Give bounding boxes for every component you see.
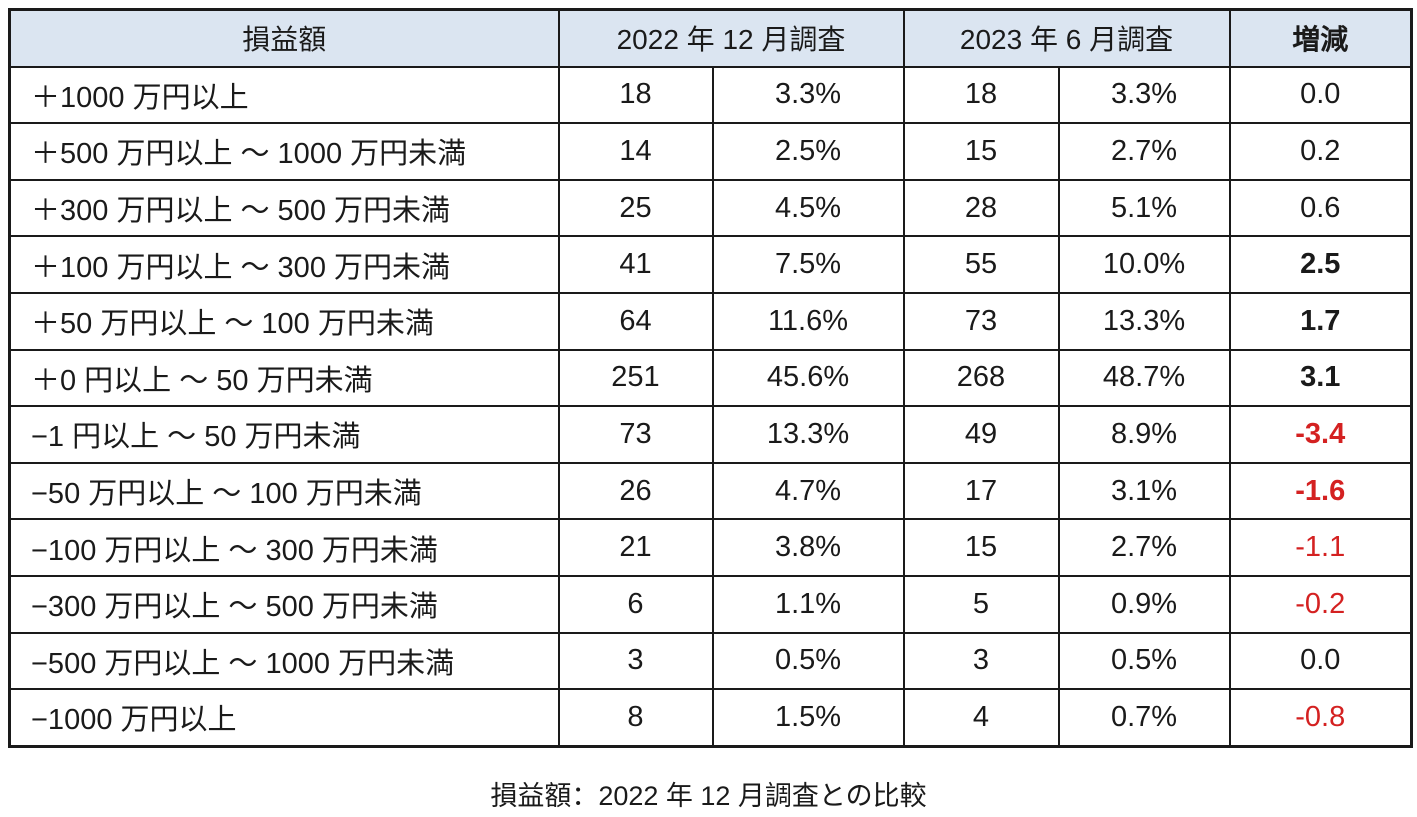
count-2023-cell: 55 <box>902 235 1060 294</box>
header-survey-2022: 2022 年 12 月調査 <box>557 8 905 68</box>
count-2022-cell: 18 <box>557 65 714 125</box>
table-row: −50 万円以上 ～ 100 万円未満 26 4.7% 17 3.1% -1.6 <box>8 461 1413 521</box>
row-label: ＋50 万円以上 ～ 100 万円未満 <box>8 291 560 351</box>
count-2023-cell: 4 <box>902 688 1060 748</box>
count-2023-cell: 49 <box>902 405 1060 464</box>
table-body: ＋1000 万円以上 18 3.3% 18 3.3% 0.0 ＋500 万円以上… <box>8 65 1413 748</box>
header-survey-2023: 2023 年 6 月調査 <box>902 8 1231 68</box>
percent-2023-cell: 48.7% <box>1057 348 1231 408</box>
table-row: ＋100 万円以上 ～ 300 万円未満 41 7.5% 55 10.0% 2.… <box>8 235 1413 294</box>
percent-2023-cell: 3.1% <box>1057 461 1231 521</box>
change-value-cell: -3.4 <box>1228 405 1413 464</box>
count-2022-cell: 41 <box>557 235 714 294</box>
percent-2023-cell: 0.9% <box>1057 574 1231 634</box>
count-2023-cell: 15 <box>902 518 1060 577</box>
percent-2022-cell: 0.5% <box>711 631 905 691</box>
header-change: 増減 <box>1228 8 1413 68</box>
count-2023-cell: 28 <box>902 178 1060 238</box>
percent-2022-cell: 7.5% <box>711 235 905 294</box>
change-value-cell: 0.6 <box>1228 178 1413 238</box>
percent-2022-cell: 4.5% <box>711 178 905 238</box>
percent-2023-cell: 2.7% <box>1057 122 1231 181</box>
percent-2023-cell: 5.1% <box>1057 178 1231 238</box>
row-label: ＋1000 万円以上 <box>8 65 560 125</box>
percent-2023-cell: 3.3% <box>1057 65 1231 125</box>
table-row: −100 万円以上 ～ 300 万円未満 21 3.8% 15 2.7% -1.… <box>8 518 1413 577</box>
percent-2023-cell: 2.7% <box>1057 518 1231 577</box>
table-row: ＋300 万円以上 ～ 500 万円未満 25 4.5% 28 5.1% 0.6 <box>8 178 1413 238</box>
header-row: 損益額 2022 年 12 月調査 2023 年 6 月調査 増減 <box>8 8 1413 68</box>
count-2022-cell: 14 <box>557 122 714 181</box>
count-2023-cell: 5 <box>902 574 1060 634</box>
percent-2023-cell: 8.9% <box>1057 405 1231 464</box>
percent-2022-cell: 13.3% <box>711 405 905 464</box>
count-2022-cell: 3 <box>557 631 714 691</box>
table-row: −1000 万円以上 8 1.5% 4 0.7% -0.8 <box>8 688 1413 748</box>
change-value-cell: -1.1 <box>1228 518 1413 577</box>
percent-2023-cell: 0.7% <box>1057 688 1231 748</box>
count-2023-cell: 268 <box>902 348 1060 408</box>
percent-2022-cell: 3.8% <box>711 518 905 577</box>
percent-2022-cell: 45.6% <box>711 348 905 408</box>
count-2022-cell: 25 <box>557 178 714 238</box>
table-row: −1 円以上 ～ 50 万円未満 73 13.3% 49 8.9% -3.4 <box>8 405 1413 464</box>
table-row: ＋1000 万円以上 18 3.3% 18 3.3% 0.0 <box>8 65 1413 125</box>
change-value-cell: -1.6 <box>1228 461 1413 521</box>
row-label: −300 万円以上 ～ 500 万円未満 <box>8 574 560 634</box>
row-label: ＋0 円以上 ～ 50 万円未満 <box>8 348 560 408</box>
table-row: ＋0 円以上 ～ 50 万円未満 251 45.6% 268 48.7% 3.1 <box>8 348 1413 408</box>
profit-loss-comparison-table: 損益額 2022 年 12 月調査 2023 年 6 月調査 増減 ＋1000 … <box>8 8 1414 748</box>
change-value-cell: 1.7 <box>1228 291 1413 351</box>
change-value-cell: 0.2 <box>1228 122 1413 181</box>
percent-2023-cell: 10.0% <box>1057 235 1231 294</box>
row-label: −500 万円以上 ～ 1000 万円未満 <box>8 631 560 691</box>
percent-2022-cell: 4.7% <box>711 461 905 521</box>
change-value-cell: 3.1 <box>1228 348 1413 408</box>
percent-2023-cell: 0.5% <box>1057 631 1231 691</box>
count-2022-cell: 73 <box>557 405 714 464</box>
table-row: −300 万円以上 ～ 500 万円未満 6 1.1% 5 0.9% -0.2 <box>8 574 1413 634</box>
percent-2022-cell: 1.1% <box>711 574 905 634</box>
table-caption: 損益額：2022 年 12 月調査との比較 <box>490 781 927 811</box>
row-label: −100 万円以上 ～ 300 万円未満 <box>8 518 560 577</box>
row-label: −1000 万円以上 <box>8 688 560 748</box>
count-2022-cell: 8 <box>557 688 714 748</box>
count-2022-cell: 26 <box>557 461 714 521</box>
count-2023-cell: 17 <box>902 461 1060 521</box>
table-row: ＋500 万円以上 ～ 1000 万円未満 14 2.5% 15 2.7% 0.… <box>8 122 1413 181</box>
count-2023-cell: 15 <box>902 122 1060 181</box>
row-label: −50 万円以上 ～ 100 万円未満 <box>8 461 560 521</box>
percent-2022-cell: 3.3% <box>711 65 905 125</box>
change-value-cell: -0.8 <box>1228 688 1413 748</box>
row-label: ＋100 万円以上 ～ 300 万円未満 <box>8 235 560 294</box>
count-2022-cell: 64 <box>557 291 714 351</box>
table-row: −500 万円以上 ～ 1000 万円未満 3 0.5% 3 0.5% 0.0 <box>8 631 1413 691</box>
change-value-cell: 0.0 <box>1228 631 1413 691</box>
count-2023-cell: 3 <box>902 631 1060 691</box>
percent-2022-cell: 1.5% <box>711 688 905 748</box>
row-label: ＋500 万円以上 ～ 1000 万円未満 <box>8 122 560 181</box>
count-2023-cell: 18 <box>902 65 1060 125</box>
header-category: 損益額 <box>8 8 560 68</box>
table-row: ＋50 万円以上 ～ 100 万円未満 64 11.6% 73 13.3% 1.… <box>8 291 1413 351</box>
percent-2022-cell: 2.5% <box>711 122 905 181</box>
count-2023-cell: 73 <box>902 291 1060 351</box>
count-2022-cell: 21 <box>557 518 714 577</box>
percent-2023-cell: 13.3% <box>1057 291 1231 351</box>
change-value-cell: -0.2 <box>1228 574 1413 634</box>
row-label: ＋300 万円以上 ～ 500 万円未満 <box>8 178 560 238</box>
change-value-cell: 2.5 <box>1228 235 1413 294</box>
count-2022-cell: 6 <box>557 574 714 634</box>
percent-2022-cell: 11.6% <box>711 291 905 351</box>
change-value-cell: 0.0 <box>1228 65 1413 125</box>
count-2022-cell: 251 <box>557 348 714 408</box>
row-label: −1 円以上 ～ 50 万円未満 <box>8 405 560 464</box>
